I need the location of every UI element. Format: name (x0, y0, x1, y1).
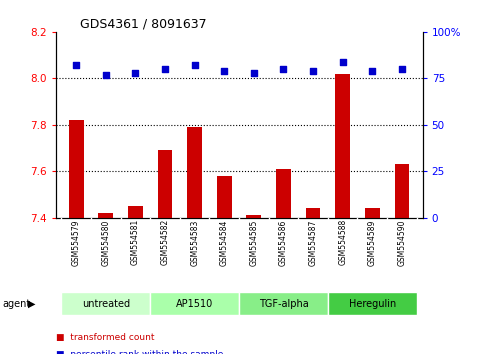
Bar (61, 292, 150, 315)
Point (309, 68, 317, 74)
Point (398, 66, 406, 72)
Point (220, 68, 228, 74)
Text: GSM554588: GSM554588 (338, 219, 347, 266)
Text: GSM554579: GSM554579 (72, 219, 81, 266)
Bar (217, 176, 232, 218)
Text: GDS4361 / 8091637: GDS4361 / 8091637 (80, 17, 206, 30)
Point (102, 72, 110, 78)
Bar (157, 150, 172, 218)
Bar (99, 213, 114, 218)
Text: GSM554582: GSM554582 (160, 219, 170, 266)
Text: GSM554589: GSM554589 (368, 219, 377, 266)
Bar (246, 215, 261, 218)
Bar (128, 206, 143, 218)
Bar (69, 120, 84, 218)
Text: GSM554580: GSM554580 (101, 219, 111, 266)
Bar (150, 292, 239, 315)
Text: GSM554586: GSM554586 (279, 219, 288, 266)
Text: agent: agent (2, 298, 30, 309)
Bar (328, 292, 417, 315)
Bar (306, 209, 321, 218)
Point (369, 68, 376, 74)
Point (191, 62, 199, 68)
Point (280, 66, 287, 72)
Text: GSM554590: GSM554590 (398, 219, 406, 266)
Text: GSM554587: GSM554587 (309, 219, 318, 266)
Point (250, 70, 258, 76)
Text: GSM554581: GSM554581 (131, 219, 140, 266)
Text: ■  transformed count: ■ transformed count (56, 333, 154, 342)
Bar (276, 169, 291, 218)
Bar (365, 209, 380, 218)
Bar (395, 164, 409, 218)
Text: GSM554584: GSM554584 (220, 219, 229, 266)
Point (72, 62, 80, 68)
Point (339, 59, 347, 64)
Text: Heregulin: Heregulin (349, 298, 396, 309)
Bar (187, 127, 202, 218)
Text: ■  percentile rank within the sample: ■ percentile rank within the sample (56, 350, 223, 354)
Text: AP1510: AP1510 (176, 298, 213, 309)
Text: untreated: untreated (82, 298, 130, 309)
Bar (335, 74, 350, 218)
Point (161, 66, 169, 72)
Text: GSM554585: GSM554585 (249, 219, 258, 266)
Point (131, 70, 139, 76)
Text: TGF-alpha: TGF-alpha (258, 298, 308, 309)
Text: GSM554583: GSM554583 (190, 219, 199, 266)
Bar (239, 292, 328, 315)
Text: ▶: ▶ (28, 298, 35, 309)
